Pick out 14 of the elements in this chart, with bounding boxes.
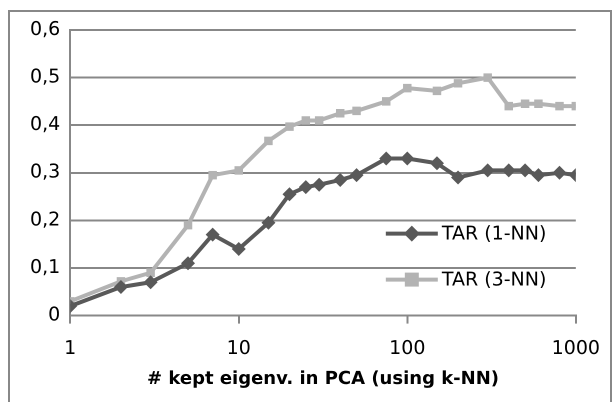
y-tick-label: 0,4 [30,113,60,136]
x-tick-label: 10 [226,336,251,359]
y-tick-label: 0,3 [30,160,60,183]
x-tick-label: 1000 [552,336,600,359]
y-tick-label: 0 [48,304,60,326]
y-tick-label: 0,5 [30,66,60,88]
legend-label: TAR (1-NN) [440,222,546,245]
y-tick-label: 0,2 [30,208,60,230]
x-tick-label: 100 [389,336,426,359]
x-axis-title: # kept eigenv. in PCA (using k-NN) [147,368,500,389]
y-tick-label: 0,6 [30,18,60,40]
legend-label: TAR (3-NN) [440,268,546,291]
x-tick-label: 1 [64,336,76,359]
y-tick-label: 0,1 [30,256,60,278]
